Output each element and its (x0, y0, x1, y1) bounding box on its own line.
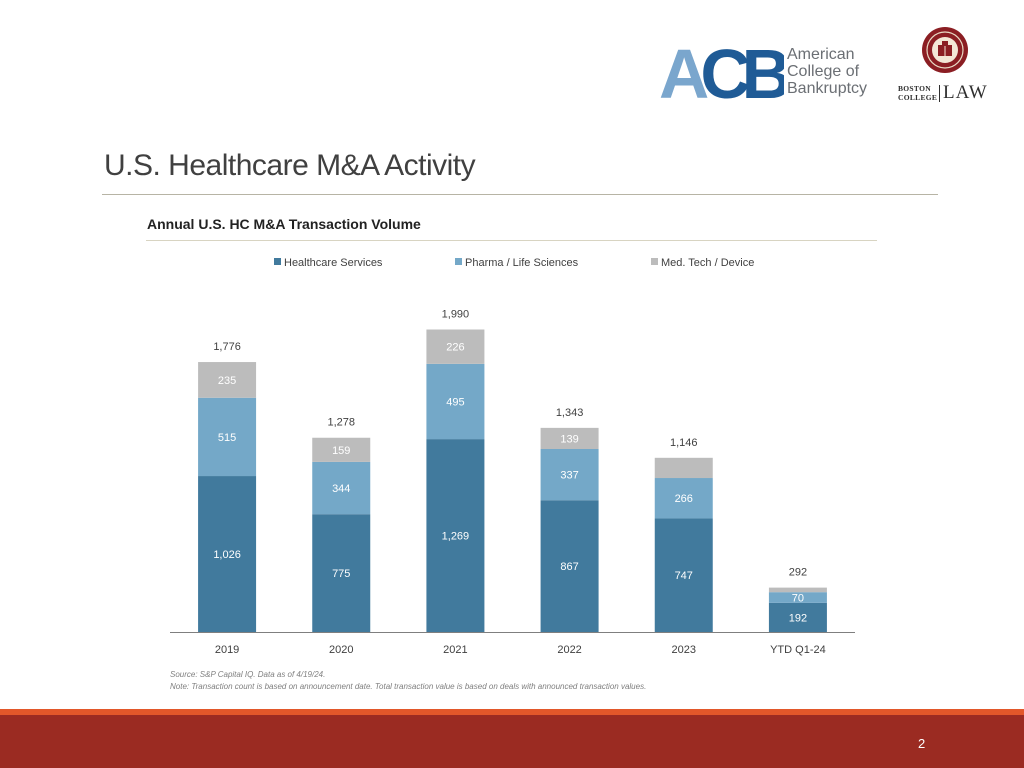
chart-title-divider (146, 240, 877, 241)
total-label-3: 1,343 (556, 407, 584, 419)
bar-segment-1-0 (198, 397, 257, 477)
segment-label-1-1: 344 (332, 483, 350, 495)
svg-text:ACB: ACB (659, 44, 784, 102)
total-label-4: 1,146 (670, 437, 698, 449)
bar-segment-1-1 (312, 461, 371, 515)
bc-divider (939, 85, 940, 102)
stacked-bar-chart: Healthcare Services Pharma / Life Science… (170, 257, 855, 656)
bc-word-college: COLLEGE (898, 93, 938, 102)
acb-name: American College of Bankruptcy (787, 46, 867, 97)
acb-name-line-2: College of (787, 63, 860, 80)
footnotes: Source: S&P Capital IQ. Data as of 4/19/… (170, 669, 646, 693)
segment-label-0-5: 192 (789, 612, 807, 624)
bc-wordmark: BOSTON COLLEGE LAW (898, 82, 996, 104)
segment-label-0-1: 775 (332, 568, 350, 580)
x-tick-label-0: 2019 (215, 644, 239, 656)
bar-segment-2-4 (654, 457, 713, 479)
segment-label-1-4: 266 (675, 493, 693, 505)
total-label-1: 1,278 (327, 417, 355, 429)
segment-label-2-0: 235 (218, 375, 236, 387)
segment-label-1-3: 337 (560, 470, 578, 482)
segment-label-0-3: 867 (560, 561, 578, 573)
title-divider (102, 194, 938, 195)
segment-label-2-2: 226 (446, 342, 464, 354)
legend-swatch-1 (455, 258, 462, 265)
total-label-5: 292 (789, 567, 807, 579)
bc-words-small: BOSTON COLLEGE (898, 84, 937, 102)
segment-label-1-5: 70 (792, 592, 804, 604)
acb-letters-mark: ACB (659, 44, 784, 102)
x-tick-label-5: YTD Q1-24 (770, 644, 826, 656)
segment-label-0-2: 1,269 (442, 531, 470, 543)
acb-letters-cb: CB (700, 44, 784, 102)
bc-word-law: LAW (943, 82, 988, 103)
legend-label-0: Healthcare Services (284, 257, 383, 269)
segment-label-0-0: 1,026 (213, 549, 241, 561)
x-tick-label-1: 2020 (329, 644, 353, 656)
bar-segment-0-2 (426, 439, 485, 632)
footer-accent-line (0, 709, 1024, 715)
legend-label-1: Pharma / Life Sciences (465, 257, 579, 269)
acb-logo: ACB American College of Bankruptcy (659, 44, 874, 102)
bc-word-boston: BOSTON (898, 84, 931, 93)
bar-segment-1-4 (654, 478, 713, 519)
x-tick-label-2: 2021 (443, 644, 467, 656)
methodology-note: Note: Transaction count is based on anno… (170, 682, 647, 691)
boston-college-law-logo: BOSTON COLLEGE LAW (896, 26, 996, 106)
bar-segment-0-3 (540, 500, 599, 632)
page-title: U.S. Healthcare M&A Activity (104, 149, 476, 182)
segment-label-2-1: 159 (332, 445, 350, 457)
total-label-0: 1,776 (213, 341, 241, 353)
source-note: Source: S&P Capital IQ. Data as of 4/19/… (170, 670, 326, 679)
chart-title: Annual U.S. HC M&A Transaction Volume (147, 216, 421, 232)
bar-segment-1-2 (426, 363, 485, 440)
bar-segment-2-2 (426, 329, 485, 364)
bar-segment-1-3 (540, 448, 599, 501)
bar-segment-1-5 (768, 592, 827, 603)
bar-segment-2-1 (312, 437, 371, 462)
page-number: 2 (918, 736, 926, 751)
x-tick-label-3: 2022 (557, 644, 581, 656)
segment-label-1-0: 515 (218, 432, 236, 444)
bar-segment-0-4 (654, 518, 713, 632)
legend-swatch-2 (651, 258, 658, 265)
seal-icon (922, 27, 968, 73)
acb-name-line-3: Bankruptcy (787, 80, 868, 97)
segment-label-2-3: 139 (560, 433, 578, 445)
bar-segment-2-5 (768, 587, 827, 593)
x-tick-label-4: 2023 (672, 644, 696, 656)
legend-label-2: Med. Tech / Device (661, 257, 754, 269)
bar-segment-0-1 (312, 514, 371, 632)
acb-name-line-1: American (787, 46, 855, 63)
bar-segment-0-5 (768, 602, 827, 632)
total-label-2: 1,990 (442, 309, 470, 321)
footer-bar (0, 715, 1024, 768)
bar-segment-2-0 (198, 362, 257, 398)
bar-segment-0-0 (198, 476, 257, 632)
segment-label-0-4: 747 (675, 570, 693, 582)
segment-label-1-2: 495 (446, 396, 464, 408)
bar-segment-2-3 (540, 427, 599, 449)
legend-swatch-0 (274, 258, 281, 265)
